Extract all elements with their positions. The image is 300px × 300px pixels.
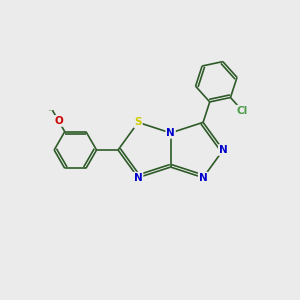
Text: methoxy: methoxy [49,110,56,111]
Text: N: N [219,145,227,155]
Text: N: N [199,172,208,183]
Text: N: N [166,128,175,138]
Text: O: O [54,116,63,126]
Text: Cl: Cl [237,106,248,116]
Text: S: S [134,117,142,128]
Text: N: N [134,172,142,183]
